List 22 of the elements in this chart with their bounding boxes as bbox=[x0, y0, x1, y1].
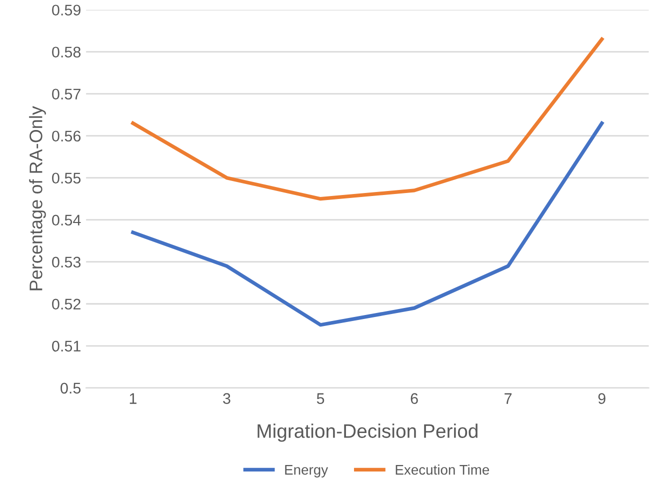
y-tick-label: 0.57 bbox=[52, 88, 80, 100]
y-tick-label: 0.54 bbox=[52, 214, 81, 226]
y-tick-label: 0.51 bbox=[52, 340, 80, 352]
x-tick-label: 5 bbox=[316, 393, 324, 404]
y-tick-label: 0.53 bbox=[52, 256, 81, 268]
y-tick-label: 0.59 bbox=[52, 4, 80, 16]
x-axis-title: Migration-Decision Period bbox=[258, 424, 478, 442]
legend-label: Execution Time bbox=[396, 464, 490, 475]
x-tick-label: 9 bbox=[598, 393, 606, 404]
legend-label: Energy bbox=[285, 465, 328, 478]
line-series bbox=[131, 37, 604, 201]
x-tick-label: 7 bbox=[504, 393, 512, 404]
y-tick-label: 0.55 bbox=[52, 172, 81, 184]
x-tick-label: 1 bbox=[130, 393, 136, 404]
y-tick-label: 0.52 bbox=[52, 298, 80, 310]
line-series bbox=[131, 121, 604, 327]
y-tick-label: 0.56 bbox=[52, 130, 81, 142]
y-axis-title: Percentage of RA-Only bbox=[29, 106, 46, 290]
x-tick-label: 3 bbox=[223, 393, 230, 404]
x-tick-label: 6 bbox=[410, 393, 418, 404]
y-tick-label: 0.58 bbox=[52, 46, 81, 58]
y-tick-label: 0.5 bbox=[60, 382, 81, 394]
